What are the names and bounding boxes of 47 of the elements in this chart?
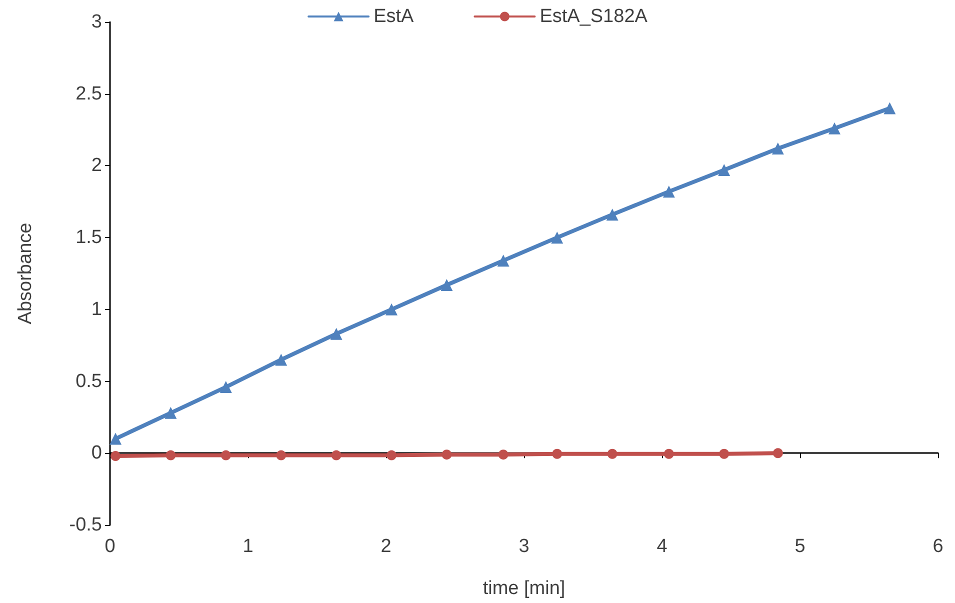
x-tick-label: 4 [656,536,668,557]
legend-label: EstA [374,6,414,27]
y-axis-title: Absorbance [15,222,36,324]
point [275,354,288,366]
point [719,448,730,459]
point [552,448,562,459]
y-tick-label: 0 [91,442,102,464]
x-tick-label: 6 [932,536,944,557]
point [110,451,121,462]
point [772,142,784,154]
point [497,254,510,267]
point [607,448,618,459]
point [220,381,232,394]
point [884,102,896,114]
point [386,450,397,460]
point [662,186,675,198]
point [828,122,840,134]
point [110,432,122,445]
y-tick-label: 3 [91,12,102,32]
y-tick-label: 0.5 [76,370,102,392]
point [220,450,231,460]
y-tick-label: 1.5 [76,227,102,248]
point [551,232,564,244]
y-tick-label: 2.5 [76,83,102,104]
point [330,328,342,340]
point [664,448,674,459]
point [442,450,452,460]
point [772,448,783,458]
x-tick-label: 2 [380,536,392,557]
x-tick-label: 0 [104,536,116,557]
point [440,278,453,291]
x-tick-label: 5 [794,536,806,557]
y-tick-label: 2 [91,155,102,176]
point [606,208,618,221]
point [166,450,176,460]
x-axis-title: time [min] [482,578,566,599]
point [718,164,730,176]
point [498,450,508,460]
y-tick-label: 1 [91,298,102,320]
y-tick-label: -0.5 [69,514,102,536]
x-tick-label: 1 [242,536,254,557]
point [386,303,398,316]
legend-label: EstA_S182A [540,6,648,27]
x-tick-label: 3 [518,536,530,557]
point [331,450,342,460]
point [164,406,177,419]
point [276,450,286,460]
